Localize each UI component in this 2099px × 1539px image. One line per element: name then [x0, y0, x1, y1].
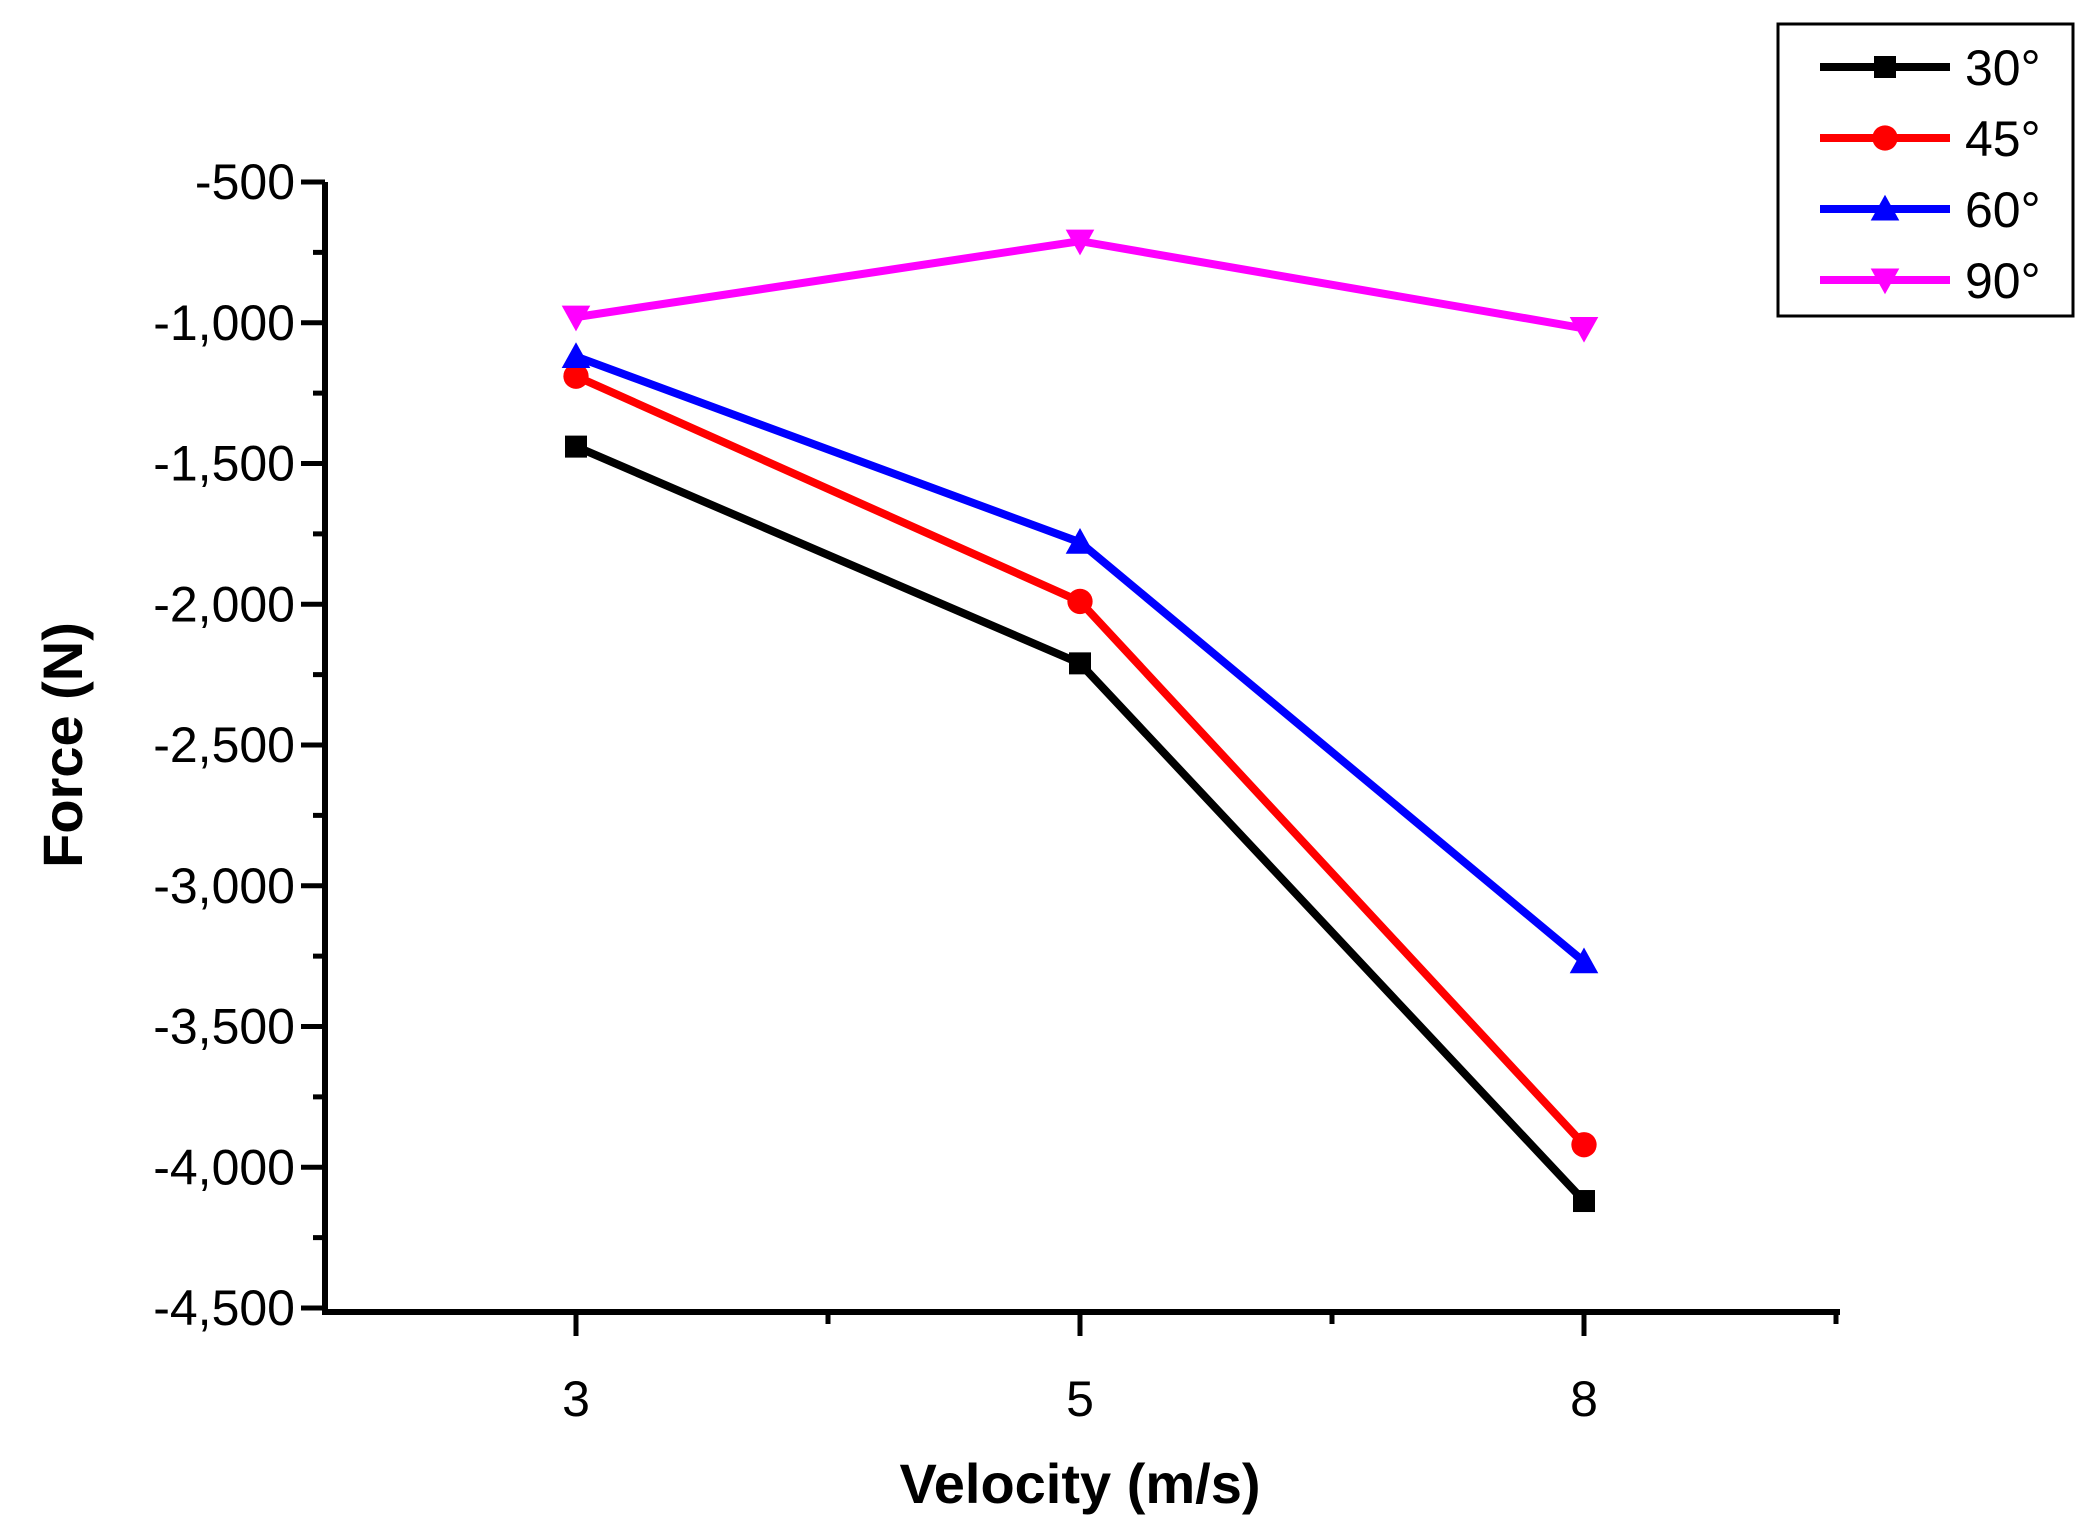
series-3	[561, 342, 1599, 974]
legend-marker	[1870, 194, 1900, 221]
x-tick-label: 5	[1066, 1371, 1094, 1427]
data-point	[1067, 588, 1093, 615]
legend-label: 30°	[1965, 40, 2041, 96]
legend-label: 45°	[1965, 111, 2041, 167]
series-2	[563, 363, 1597, 1158]
legend-item: 60°	[1820, 182, 2041, 238]
axes	[322, 182, 1840, 1315]
legend-marker	[1870, 268, 1900, 295]
legend-item: 30°	[1820, 40, 2041, 96]
data-point	[1569, 316, 1599, 343]
y-tick-label: -2,500	[153, 717, 295, 773]
series-line	[574, 372, 1587, 1148]
y-tick-label: -3,500	[153, 999, 295, 1055]
data-point	[1571, 1132, 1597, 1158]
data-point	[1569, 947, 1599, 974]
legend-box	[1776, 22, 2075, 318]
legend-label: 90°	[1965, 253, 2041, 309]
series-layer	[561, 229, 1599, 1213]
legend: 30° 45° 60° 90°	[1776, 22, 2075, 318]
data-point	[565, 435, 587, 458]
legend-item: 45°	[1820, 111, 2041, 167]
y-tick-label: -3,000	[153, 858, 295, 914]
x-tick-label: 3	[562, 1371, 590, 1427]
legend-marker	[1872, 125, 1898, 151]
y-tick-label: -500	[195, 154, 295, 210]
ticks: -500 -1,000 -1,500 -2,000 -2,500 -3,000 -3,500…	[153, 154, 1839, 1427]
y-tick-label: -1,500	[153, 436, 295, 492]
series-1	[565, 435, 1595, 1213]
y-tick-label: -2,000	[153, 576, 295, 632]
y-axis-title: Force (N)	[31, 622, 94, 868]
data-point	[561, 305, 591, 332]
y-tick-label: -1,000	[153, 295, 295, 351]
y-tick-label: -4,500	[153, 1280, 295, 1336]
series-4	[561, 229, 1599, 343]
x-tick-label: 8	[1570, 1371, 1598, 1427]
data-point	[1065, 528, 1095, 554]
legend-marker	[1874, 56, 1896, 78]
series-line	[574, 442, 1587, 1204]
data-point	[1573, 1190, 1595, 1213]
y-tick-label: -4,000	[153, 1139, 295, 1195]
data-point	[563, 363, 589, 389]
data-point	[1065, 229, 1095, 256]
x-axis-title: Velocity (m/s)	[899, 1452, 1260, 1515]
legend-label: 60°	[1965, 182, 2041, 238]
data-point	[561, 342, 591, 368]
legend-item: 90°	[1820, 253, 2041, 309]
data-point	[1069, 652, 1091, 675]
